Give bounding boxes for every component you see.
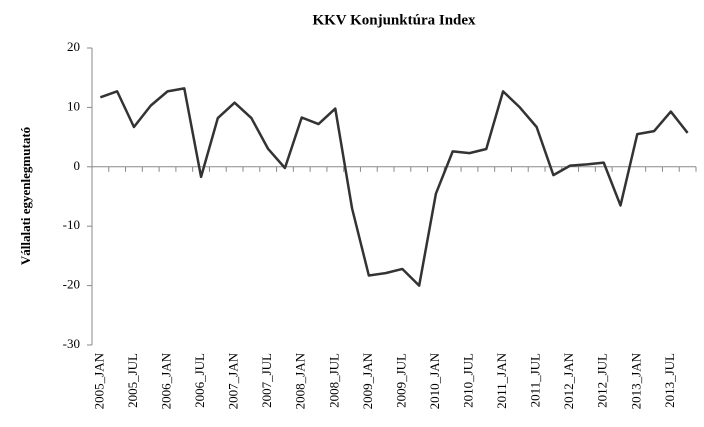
x-tick-label: 2005_JAN <box>91 352 106 409</box>
x-tick-label: 2011_JUL <box>528 353 543 407</box>
y-axis-label: Vállalati egyenlegmutató <box>18 127 33 265</box>
x-tick-label: 2006_JUL <box>192 353 207 408</box>
x-tick-label: 2007_JAN <box>226 352 241 409</box>
x-tick-label: 2010_JAN <box>427 352 442 409</box>
x-tick-label: 2011_JAN <box>494 352 509 408</box>
x-tick-label: 2005_JUL <box>125 353 140 408</box>
x-tick-label: 2008_JAN <box>293 352 308 409</box>
x-tick-label: 2010_JUL <box>460 353 475 408</box>
x-tick-label: 2006_JAN <box>158 352 173 409</box>
y-tick-label: 10 <box>67 98 80 113</box>
x-tick-label: 2013_JUL <box>662 353 677 408</box>
x-tick-label: 2012_JAN <box>561 352 576 409</box>
x-tick-label: 2013_JAN <box>628 352 643 409</box>
x-tick-label: 2008_JUL <box>326 353 341 408</box>
y-tick-label: -30 <box>63 336 80 351</box>
y-tick-label: 20 <box>67 39 80 54</box>
chart-title: KKV Konjunktúra Index <box>312 12 476 28</box>
y-tick-label: -20 <box>63 277 80 292</box>
y-tick-label: 0 <box>74 158 81 173</box>
x-tick-label: 2009_JUL <box>393 353 408 408</box>
y-tick-label: -10 <box>63 217 80 232</box>
data-line <box>99 87 689 287</box>
x-tick-label: 2007_JUL <box>259 353 274 408</box>
x-tick-label: 2012_JUL <box>595 353 610 408</box>
x-tick-label: 2009_JAN <box>360 352 375 409</box>
